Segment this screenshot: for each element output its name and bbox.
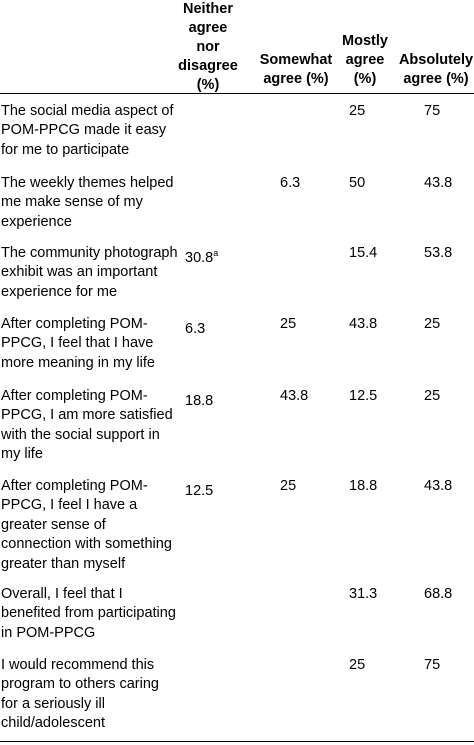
table-row: After completing POM-PPCG, I feel that I…: [0, 315, 474, 389]
row-statement: The social media aspect of POM-PPCG made…: [1, 103, 174, 158]
cell-neither: 18.8: [185, 393, 214, 409]
cell-somewhat: 43.8: [280, 388, 309, 404]
header-mostly-agree: Mostly agree (%): [342, 33, 388, 87]
cell-mostly: 12.5: [349, 388, 378, 404]
cell-mostly: 18.8: [349, 478, 378, 494]
cell-somewhat: 25: [280, 316, 297, 332]
table-row: After completing POM-PPCG, I feel I have…: [0, 477, 474, 587]
header-absolutely-agree: Absolutely agree (%): [398, 52, 474, 87]
header-rule: [0, 93, 474, 94]
cell-mostly: 43.8: [349, 316, 378, 332]
cell-mostly: 31.3: [349, 586, 378, 602]
cell-neither: 6.3: [185, 321, 206, 337]
cell-absolutely: 53.8: [424, 245, 453, 261]
cell-absolutely: 25: [424, 388, 441, 404]
row-statement: The community photograph exhibit was an …: [1, 245, 178, 300]
cell-somewhat: 6.3: [280, 175, 301, 191]
cell-absolutely: 43.8: [424, 478, 453, 494]
cell-absolutely: 75: [424, 657, 441, 673]
table-row: I would recommend this program to others…: [0, 656, 474, 736]
cell-absolutely: 25: [424, 316, 441, 332]
cell-absolutely: 68.8: [424, 586, 453, 602]
row-statement: I would recommend this program to others…: [1, 657, 159, 732]
row-statement: After completing POM-PPCG, I am more sat…: [1, 388, 173, 463]
cell-mostly: 15.4: [349, 245, 378, 261]
cell-mostly: 50: [349, 175, 366, 191]
cell-absolutely: 75: [424, 103, 441, 119]
cell-neither: 12.5: [185, 483, 214, 499]
table-row: The social media aspect of POM-PPCG made…: [0, 102, 474, 176]
row-statement: After completing POM-PPCG, I feel that I…: [1, 316, 155, 371]
header-neither-agree-nor-disagree: Neither agree nor disagree (%): [178, 1, 238, 93]
cell-mostly: 25: [349, 103, 366, 119]
cell-absolutely: 43.8: [424, 175, 453, 191]
table-row: Overall, I feel that I benefited from pa…: [0, 585, 474, 659]
footnote-marker: a: [213, 248, 219, 258]
bottom-rule: [0, 741, 474, 742]
cell-neither: 30.8a: [185, 248, 219, 266]
table-row: The weekly themes helped me make sense o…: [0, 174, 474, 244]
header-somewhat-agree: Somewhat agree (%): [259, 52, 333, 87]
row-statement: The weekly themes helped me make sense o…: [1, 175, 174, 230]
table-row: The community photograph exhibit was an …: [0, 244, 474, 318]
cell-mostly: 25: [349, 657, 366, 673]
row-statement: Overall, I feel that I benefited from pa…: [1, 586, 176, 641]
row-statement: After completing POM-PPCG, I feel I have…: [1, 478, 172, 572]
cell-somewhat: 25: [280, 478, 297, 494]
table-row: After completing POM-PPCG, I am more sat…: [0, 387, 474, 479]
